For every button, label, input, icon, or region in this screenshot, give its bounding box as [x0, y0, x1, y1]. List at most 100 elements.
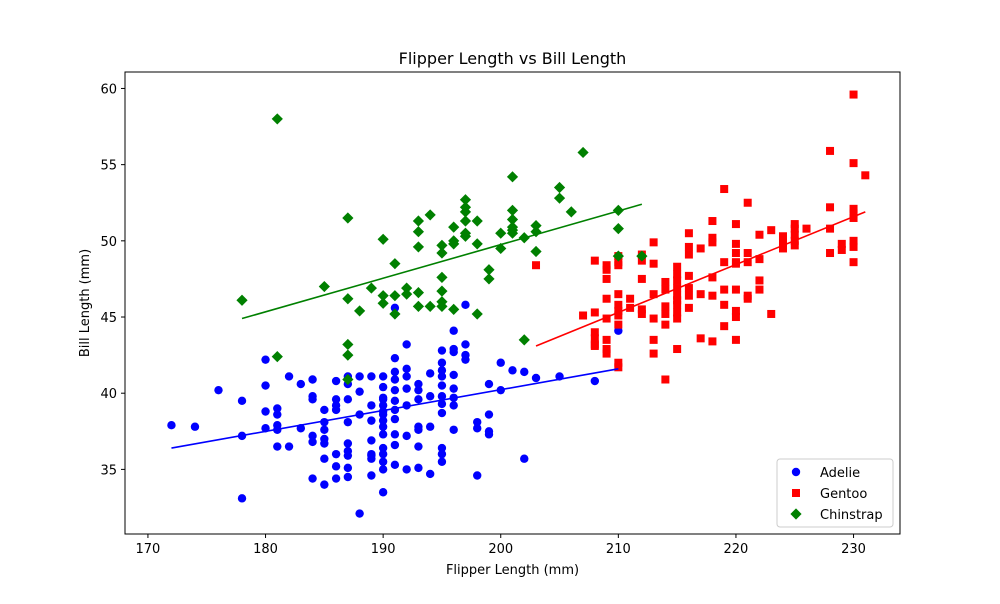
x-tick-label: 190 [371, 542, 396, 557]
legend-box [776, 458, 894, 528]
data-point-chinstrap [412, 226, 425, 238]
data-point-gentoo [731, 220, 740, 229]
data-point-adelie [367, 416, 376, 425]
data-point-adelie [343, 439, 353, 448]
data-point-chinstrap [483, 264, 495, 276]
data-point-adelie [343, 417, 353, 427]
data-point-gentoo [755, 276, 764, 285]
data-point-chinstrap [436, 300, 448, 312]
data-point-gentoo [708, 233, 717, 242]
data-point-adelie [378, 488, 388, 497]
data-point-adelie [437, 381, 447, 390]
data-point-gentoo [673, 296, 682, 305]
data-point-adelie [484, 430, 494, 439]
data-point-chinstrap [318, 280, 330, 293]
y-tick-label: 50 [100, 235, 117, 250]
data-point-gentoo [696, 244, 705, 253]
data-point-chinstrap [471, 308, 483, 320]
data-point-adelie [402, 340, 411, 349]
data-point-adelie [331, 405, 341, 415]
data-point-adelie [308, 474, 317, 483]
data-point-adelie [520, 367, 529, 377]
data-point-adelie [461, 300, 470, 310]
data-point-chinstrap [471, 238, 483, 250]
data-point-adelie [331, 376, 341, 386]
data-point-adelie [343, 472, 353, 482]
data-point-gentoo [696, 290, 705, 299]
data-point-gentoo [614, 358, 623, 367]
data-point-adelie [437, 372, 447, 381]
data-point-chinstrap [436, 239, 448, 252]
data-point-adelie [261, 355, 270, 364]
data-point-gentoo [602, 314, 611, 323]
data-point-gentoo [731, 249, 740, 258]
data-point-adelie [449, 326, 458, 335]
data-point-adelie [449, 370, 458, 380]
trend-line-chinstrap [241, 203, 643, 320]
data-point-gentoo [743, 249, 752, 258]
data-point-chinstrap [436, 247, 448, 259]
data-point-adelie [437, 358, 447, 367]
x-tick-label: 210 [606, 542, 631, 557]
data-point-gentoo [849, 213, 858, 222]
data-point-gentoo [614, 311, 623, 320]
data-point-adelie [425, 392, 435, 401]
data-point-adelie [449, 384, 458, 393]
data-point-adelie [308, 395, 317, 404]
data-point-gentoo [602, 294, 611, 303]
y-tick-label: 35 [100, 463, 117, 478]
data-point-adelie [320, 439, 329, 448]
data-point-adelie [414, 425, 423, 434]
data-point-gentoo [614, 306, 623, 315]
data-point-chinstrap [412, 287, 425, 299]
data-point-gentoo [649, 238, 658, 247]
data-point-adelie [390, 460, 400, 470]
data-point-gentoo [708, 217, 717, 226]
data-point-adelie [437, 457, 447, 466]
data-point-gentoo [673, 345, 682, 354]
data-point-adelie [473, 471, 482, 480]
data-point-gentoo [778, 232, 787, 241]
data-point-chinstrap [424, 300, 436, 312]
data-point-gentoo [661, 302, 670, 311]
data-point-gentoo [614, 320, 623, 329]
data-point-adelie [378, 401, 388, 410]
data-point-adelie [473, 424, 482, 433]
data-point-adelie [320, 405, 329, 415]
data-point-gentoo [849, 90, 858, 99]
data-point-gentoo [673, 262, 682, 271]
data-point-gentoo [602, 261, 611, 270]
data-point-gentoo [684, 242, 693, 251]
data-point-chinstrap [436, 271, 448, 284]
data-point-chinstrap [424, 209, 436, 221]
y-tick-label: 55 [100, 159, 117, 174]
data-point-gentoo [849, 242, 858, 251]
data-point-adelie [367, 372, 376, 381]
data-point-adelie [378, 465, 388, 474]
data-point-gentoo [661, 277, 670, 286]
data-point-adelie [296, 379, 306, 389]
data-point-gentoo [602, 335, 611, 344]
data-point-chinstrap [612, 250, 624, 262]
data-point-adelie [437, 443, 447, 453]
data-point-gentoo [720, 322, 729, 331]
data-point-adelie [449, 401, 458, 410]
data-point-gentoo [661, 309, 670, 318]
data-point-chinstrap [518, 334, 530, 346]
data-point-adelie [343, 451, 353, 460]
data-point-chinstrap [436, 285, 448, 297]
data-point-gentoo [590, 334, 599, 343]
data-point-adelie [308, 437, 317, 447]
data-point-adelie [390, 414, 400, 424]
data-point-chinstrap [471, 215, 483, 227]
data-point-adelie [508, 366, 517, 375]
data-point-adelie [590, 376, 600, 386]
x-tick-label: 230 [841, 542, 866, 557]
data-point-adelie [390, 396, 400, 406]
data-point-adelie [343, 395, 353, 404]
data-point-gentoo [849, 258, 858, 267]
data-point-chinstrap [459, 194, 472, 206]
data-point-gentoo [802, 224, 811, 233]
data-point-adelie [390, 430, 400, 439]
